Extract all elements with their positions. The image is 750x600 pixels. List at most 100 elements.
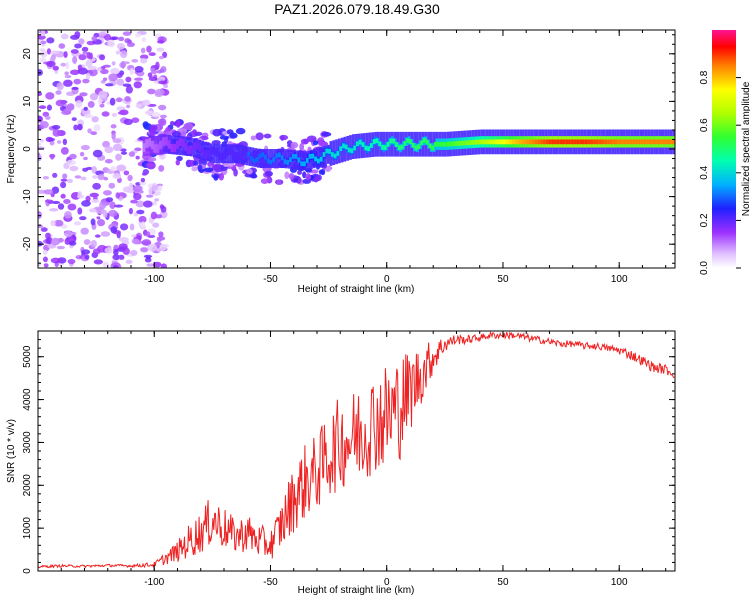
heatmap-cell: [312, 140, 319, 146]
heatmap-cell: [151, 112, 161, 118]
heatmap-cell: [321, 131, 332, 137]
heatmap-cell: [56, 82, 64, 91]
heatmap-cell: [193, 160, 199, 166]
heatmap-cell: [406, 138, 410, 143]
heatmap-cell: [431, 145, 435, 151]
heatmap-cell: [109, 97, 116, 106]
heatmap-cell: [119, 50, 128, 59]
heatmap-cell: [97, 244, 107, 253]
heatmap-cell: [169, 120, 175, 127]
heatmap-cell: [112, 172, 122, 180]
y-tick-label: 5000: [22, 345, 33, 368]
heatmap-cell: [158, 231, 164, 238]
heatmap-cell: [50, 257, 61, 264]
heatmap-cell: [149, 128, 156, 137]
snr-x-axis-label: Height of straight line (km): [298, 585, 415, 596]
heatmap-cell: [181, 138, 185, 148]
heatmap-cell: [178, 137, 182, 147]
heatmap-cell: [212, 145, 216, 155]
heatmap-cell: [148, 138, 151, 147]
heatmap-cell: [50, 237, 61, 246]
heatmap-cell: [83, 239, 91, 245]
heatmap-cell: [84, 254, 90, 260]
heatmap-cell: [272, 157, 276, 163]
heatmap-cell: [136, 209, 145, 215]
heatmap-cell: [134, 65, 144, 73]
heatmap-cell: [158, 165, 165, 172]
heatmap-cell: [175, 120, 181, 128]
heatmap-cell: [73, 124, 79, 131]
heatmap-cell: [361, 142, 365, 147]
heatmap-cell: [115, 192, 121, 199]
heatmap-cell: [91, 199, 100, 204]
heatmap-cell: [126, 104, 131, 109]
heatmap-cell: [660, 139, 663, 145]
heatmap-cell: [509, 139, 513, 145]
heatmap-cell: [117, 111, 126, 115]
heatmap-cell: [85, 72, 91, 80]
heatmap-cell: [46, 48, 52, 55]
heatmap-cell: [38, 154, 42, 162]
heatmap-cell: [162, 137, 165, 146]
heatmap-cell: [540, 139, 543, 145]
heatmap-cell: [146, 194, 154, 198]
heatmap-cell: [135, 200, 145, 208]
heatmap-cell: [79, 92, 88, 97]
heatmap-cell: [612, 139, 616, 145]
heatmap-cell: [97, 98, 103, 105]
heatmap-cell: [223, 150, 227, 160]
heatmap-cell: [92, 149, 103, 158]
heatmap-cell: [306, 135, 317, 143]
heatmap-cell: [198, 142, 202, 152]
heatmap-cell: [261, 152, 264, 158]
heatmap-cell: [109, 201, 116, 210]
heatmap-cell: [66, 159, 77, 166]
heatmap-cell: [108, 209, 118, 217]
heatmap-cell: [91, 36, 97, 42]
heatmap-cell: [434, 141, 437, 147]
heatmap-cell: [45, 115, 51, 120]
heatmap-cell: [526, 139, 530, 145]
heatmap-cell: [156, 237, 162, 243]
heatmap-cell: [150, 211, 158, 220]
heatmap-cell: [342, 143, 345, 149]
heatmap-cell: [125, 259, 133, 264]
heatmap-cell: [118, 36, 125, 42]
heatmap-cell: [537, 139, 541, 145]
heatmap-cell: [305, 158, 309, 163]
heatmap-cell: [100, 66, 106, 70]
heatmap-cell: [478, 139, 482, 145]
heatmap-cell: [383, 145, 387, 150]
heatmap-cell: [157, 40, 165, 44]
heatmap-cell: [598, 139, 602, 145]
heatmap-cell: [284, 171, 290, 179]
heatmap-cell: [428, 143, 432, 149]
heatmap-cell: [621, 139, 624, 145]
heatmap-cell: [125, 85, 133, 94]
heatmap-cell: [226, 146, 230, 156]
heatmap-cell: [148, 76, 158, 82]
heatmap-cell: [60, 181, 67, 189]
heatmap-cell: [595, 139, 599, 145]
heatmap-cell: [116, 43, 125, 50]
heatmap-cell: [607, 139, 610, 145]
heatmap-cell: [102, 210, 108, 218]
heatmap-cell: [300, 138, 310, 145]
heatmap-cell: [197, 164, 203, 173]
heatmap-cell: [409, 139, 412, 144]
heatmap-cell: [80, 176, 87, 181]
heatmap-cell: [448, 141, 451, 147]
heatmap-cell: [146, 162, 156, 168]
heatmap-cell: [63, 79, 73, 87]
heatmap-cell: [156, 70, 163, 74]
heatmap-cell: [91, 116, 99, 123]
heatmap-cell: [67, 258, 76, 265]
heatmap-cell: [141, 172, 148, 176]
heatmap-cell: [112, 143, 123, 152]
heatmap-cell: [333, 153, 337, 159]
heatmap-cell: [175, 159, 181, 166]
heatmap-cell: [250, 174, 258, 179]
heatmap-cell: [147, 243, 158, 252]
heatmap-cell: [131, 59, 139, 63]
